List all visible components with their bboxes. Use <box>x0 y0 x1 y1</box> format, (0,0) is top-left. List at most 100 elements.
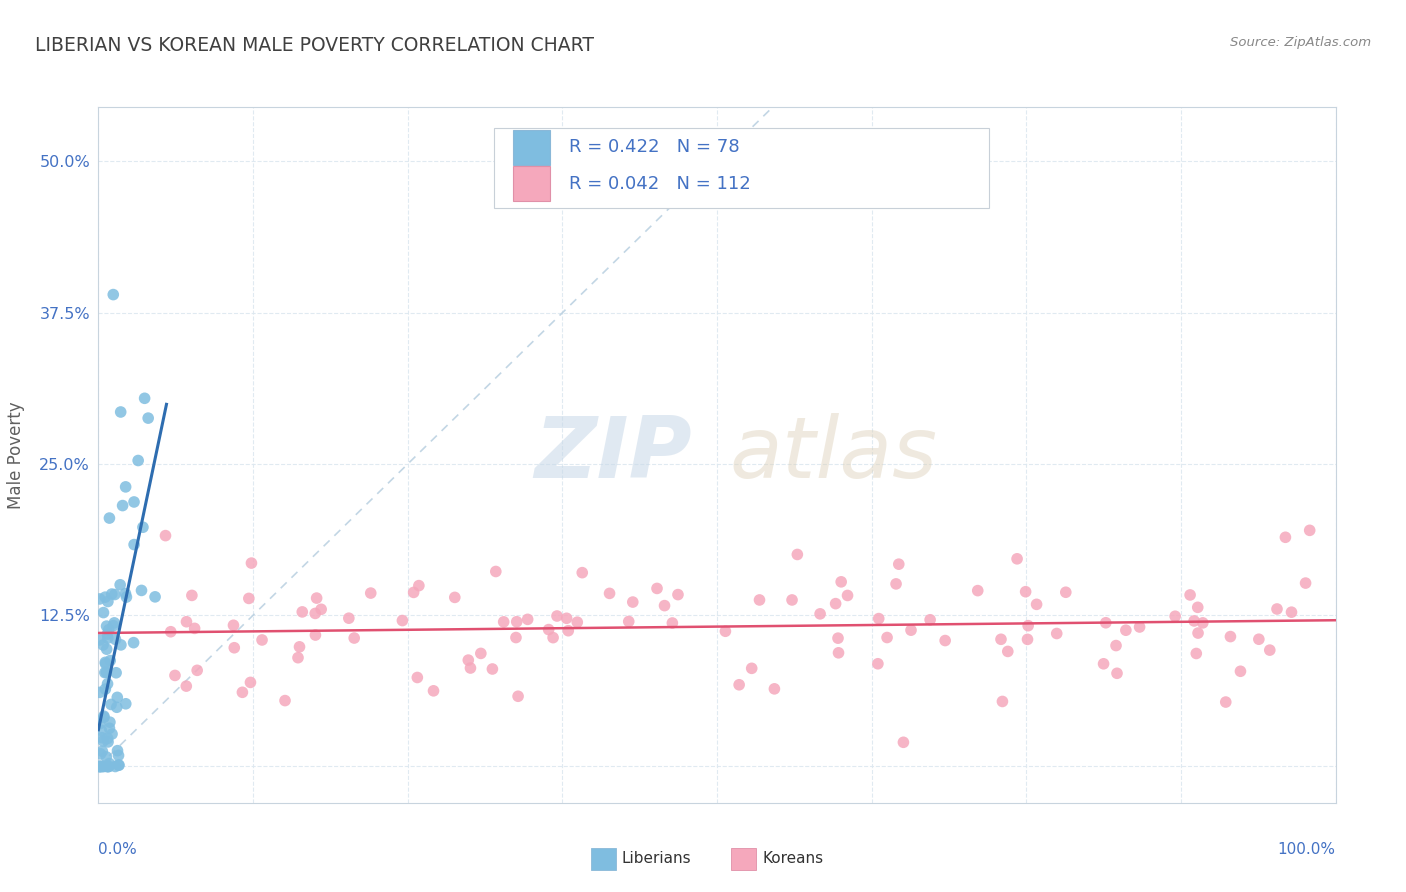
Text: R = 0.042   N = 112: R = 0.042 N = 112 <box>568 175 751 193</box>
Point <box>666 588 689 602</box>
Point <box>107 758 129 772</box>
Point <box>91 731 114 745</box>
Point <box>91 759 114 773</box>
Point <box>90 747 112 761</box>
Text: Liberians: Liberians <box>621 852 692 866</box>
Point <box>183 621 205 635</box>
Point <box>91 734 114 748</box>
Point <box>714 624 737 639</box>
Point <box>103 615 125 630</box>
Point <box>1274 530 1296 544</box>
Point <box>238 591 260 606</box>
Point <box>741 661 763 675</box>
Point <box>98 715 121 730</box>
Point <box>1178 588 1201 602</box>
Text: LIBERIAN VS KOREAN MALE POVERTY CORRELATION CHART: LIBERIAN VS KOREAN MALE POVERTY CORRELAT… <box>35 36 595 54</box>
Point <box>98 721 121 735</box>
Point <box>96 665 118 680</box>
Point <box>239 675 262 690</box>
Point <box>763 681 786 696</box>
FancyBboxPatch shape <box>513 130 550 165</box>
Point <box>1017 632 1039 647</box>
Point <box>537 623 560 637</box>
Point <box>1215 695 1237 709</box>
Point <box>104 759 127 773</box>
FancyBboxPatch shape <box>513 166 550 201</box>
Point <box>900 623 922 637</box>
Text: 0.0%: 0.0% <box>98 842 138 856</box>
Point <box>1281 605 1303 619</box>
Point <box>1005 551 1028 566</box>
Point <box>1258 643 1281 657</box>
Point <box>934 633 956 648</box>
Point <box>1185 647 1208 661</box>
Point <box>599 586 621 600</box>
Point <box>827 646 849 660</box>
Point <box>155 528 177 542</box>
Point <box>492 615 515 629</box>
Point <box>105 665 128 680</box>
Point <box>96 627 118 641</box>
Text: ZIP: ZIP <box>534 413 692 497</box>
Point <box>1054 585 1077 599</box>
Point <box>132 520 155 534</box>
Point <box>94 657 117 671</box>
Point <box>408 579 430 593</box>
Point <box>617 615 640 629</box>
Point <box>1129 620 1152 634</box>
Point <box>96 677 118 691</box>
Point <box>1187 626 1209 640</box>
Point <box>91 638 114 652</box>
Text: Koreans: Koreans <box>762 852 823 866</box>
Point <box>402 585 425 599</box>
Point <box>180 588 202 602</box>
Point <box>104 587 127 601</box>
Point <box>837 589 859 603</box>
Point <box>920 613 942 627</box>
Point <box>89 759 111 773</box>
Point <box>990 632 1012 647</box>
Point <box>114 480 136 494</box>
Point <box>93 710 115 724</box>
Point <box>107 748 129 763</box>
Point <box>224 640 246 655</box>
Point <box>1298 524 1320 538</box>
Point <box>997 644 1019 658</box>
Point <box>98 654 121 668</box>
Point <box>893 735 915 749</box>
Point <box>876 631 898 645</box>
Point <box>287 650 309 665</box>
Point <box>108 578 131 592</box>
Point <box>470 647 492 661</box>
Point <box>97 735 120 749</box>
Point <box>506 690 529 704</box>
Point <box>343 631 366 645</box>
Point <box>887 557 910 571</box>
Point <box>122 538 145 552</box>
Point <box>96 619 118 633</box>
Point <box>654 599 676 613</box>
Point <box>159 624 181 639</box>
Point <box>89 685 111 699</box>
Point <box>90 723 112 738</box>
Point <box>337 611 360 625</box>
Point <box>422 683 444 698</box>
Point <box>89 759 111 773</box>
Point <box>1164 609 1187 624</box>
Point <box>98 756 121 771</box>
Point <box>443 591 465 605</box>
Point <box>94 682 117 697</box>
Point <box>163 668 186 682</box>
Point <box>866 657 889 671</box>
Point <box>143 590 166 604</box>
Point <box>1187 600 1209 615</box>
Point <box>1191 615 1213 630</box>
Point <box>1094 615 1116 630</box>
Point <box>824 597 846 611</box>
Point <box>100 698 122 712</box>
Point <box>274 693 297 707</box>
Point <box>94 590 117 604</box>
Point <box>94 656 117 670</box>
Point <box>1046 626 1069 640</box>
Point <box>1092 657 1115 671</box>
